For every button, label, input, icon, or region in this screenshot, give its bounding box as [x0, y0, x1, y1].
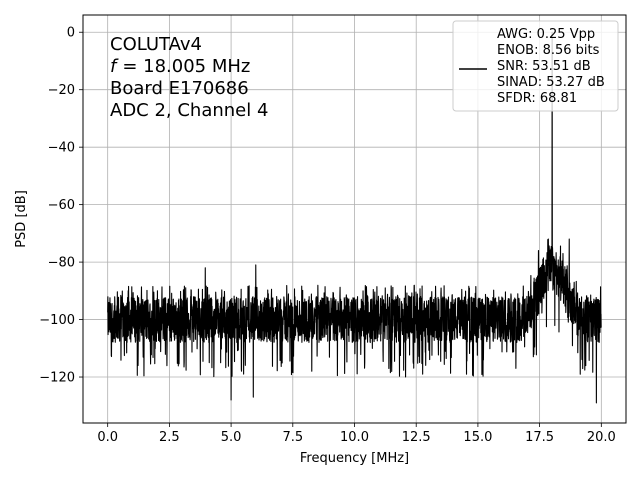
y-axis-label: PSD [dB]: [14, 190, 29, 248]
y-tick-label: −80: [48, 256, 75, 271]
psd-series-line: [107, 31, 602, 404]
annotation-line-1: COLUTAv4: [110, 34, 202, 55]
legend: AWG: 0.25 Vpp ENOB: 8.56 bits SNR: 53.51…: [452, 20, 619, 112]
annotation-symbol: f: [110, 56, 119, 77]
x-tick-label: 15.0: [463, 430, 492, 445]
annotation-line-4: ADC 2, Channel 4: [110, 100, 268, 121]
x-tick-label: 17.5: [525, 430, 554, 445]
y-tick-label: −40: [48, 141, 75, 156]
y-axis: 0 −20 −40 −60 −80 −100 −120: [39, 26, 83, 386]
legend-entry-enob: ENOB: 8.56 bits: [497, 43, 600, 58]
y-tick-label: −100: [39, 313, 75, 328]
legend-box: [452, 20, 619, 112]
x-tick-label: 5.0: [221, 430, 242, 445]
annotation-block: COLUTAv4 f = 18.005 MHz Board E170686 ADC…: [110, 34, 268, 121]
x-axis: 0.0 2.5 5.0 7.5 10.0 12.5 15.0 17.5 20.0: [97, 423, 616, 445]
x-tick-label: 0.0: [97, 430, 118, 445]
annotation-frequency: = 18.005 MHz: [122, 56, 250, 77]
legend-entry-awg: AWG: 0.25 Vpp: [497, 27, 595, 42]
y-tick-label: −120: [39, 371, 75, 386]
y-tick-label: −20: [48, 83, 75, 98]
x-axis-label: Frequency [MHz]: [300, 451, 409, 466]
y-tick-label: −60: [48, 198, 75, 213]
legend-entry-sinad: SINAD: 53.27 dB: [497, 75, 605, 90]
plot-area: [107, 31, 602, 404]
legend-entry-snr: SNR: 53.51 dB: [497, 59, 591, 74]
x-tick-label: 20.0: [587, 430, 616, 445]
y-tick-label: 0: [67, 26, 75, 41]
x-tick-label: 12.5: [402, 430, 431, 445]
annotation-line-3: Board E170686: [110, 78, 249, 99]
x-tick-label: 2.5: [159, 430, 180, 445]
x-tick-label: 7.5: [282, 430, 303, 445]
x-tick-label: 10.0: [340, 430, 369, 445]
annotation-line-2: f = 18.005 MHz: [110, 56, 250, 77]
legend-entry-sfdr: SFDR: 68.81: [497, 91, 577, 106]
